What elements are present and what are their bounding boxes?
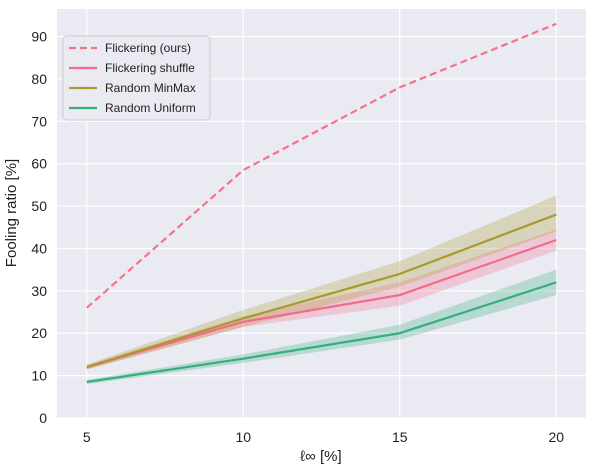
line-series-2 <box>86 213 557 369</box>
legend-box <box>62 35 211 121</box>
x-tick-labels: 5 10 15 20 <box>83 429 564 445</box>
legend-label-1: Flickering shuffle <box>105 61 195 75</box>
legend-label-2: Random MinMax <box>105 81 196 95</box>
x-axis-label: ℓ∞ [%] <box>300 448 341 465</box>
y-tick-label-8: 80 <box>31 71 47 87</box>
y-tick-label-0: 0 <box>39 410 47 426</box>
legend-label-3: Random Uniform <box>105 101 196 115</box>
y-tick-label-5: 50 <box>31 198 47 214</box>
legend: Flickering (ours) Flickering shuffle Rando… <box>62 35 211 121</box>
series-lines <box>86 22 557 384</box>
line-series-0 <box>86 22 557 309</box>
band-series-2 <box>86 195 557 370</box>
x-tick-label-1: 10 <box>235 429 251 445</box>
x-tick-label-0: 5 <box>83 429 91 445</box>
band-series-1 <box>86 229 557 370</box>
y-tick-label-9: 90 <box>31 29 47 45</box>
line-series-1 <box>86 238 557 369</box>
y-tick-label-7: 70 <box>31 113 47 129</box>
legend-label-0: Flickering (ours) <box>105 41 191 55</box>
y-tick-label-1: 10 <box>31 368 47 384</box>
y-tick-label-6: 60 <box>31 156 47 172</box>
x-tick-label-2: 15 <box>392 429 408 445</box>
band-series-3 <box>86 269 557 385</box>
y-axis-label: Fooling ratio [%] <box>3 159 20 267</box>
y-tick-labels: 0 10 20 30 40 50 60 70 80 90 <box>31 29 47 426</box>
y-tick-label-2: 20 <box>31 325 47 341</box>
x-tick-label-3: 20 <box>548 429 564 445</box>
confidence-bands <box>86 195 557 385</box>
line-series-3 <box>86 281 557 384</box>
y-tick-label-4: 40 <box>31 240 47 256</box>
y-tick-label-3: 30 <box>31 283 47 299</box>
